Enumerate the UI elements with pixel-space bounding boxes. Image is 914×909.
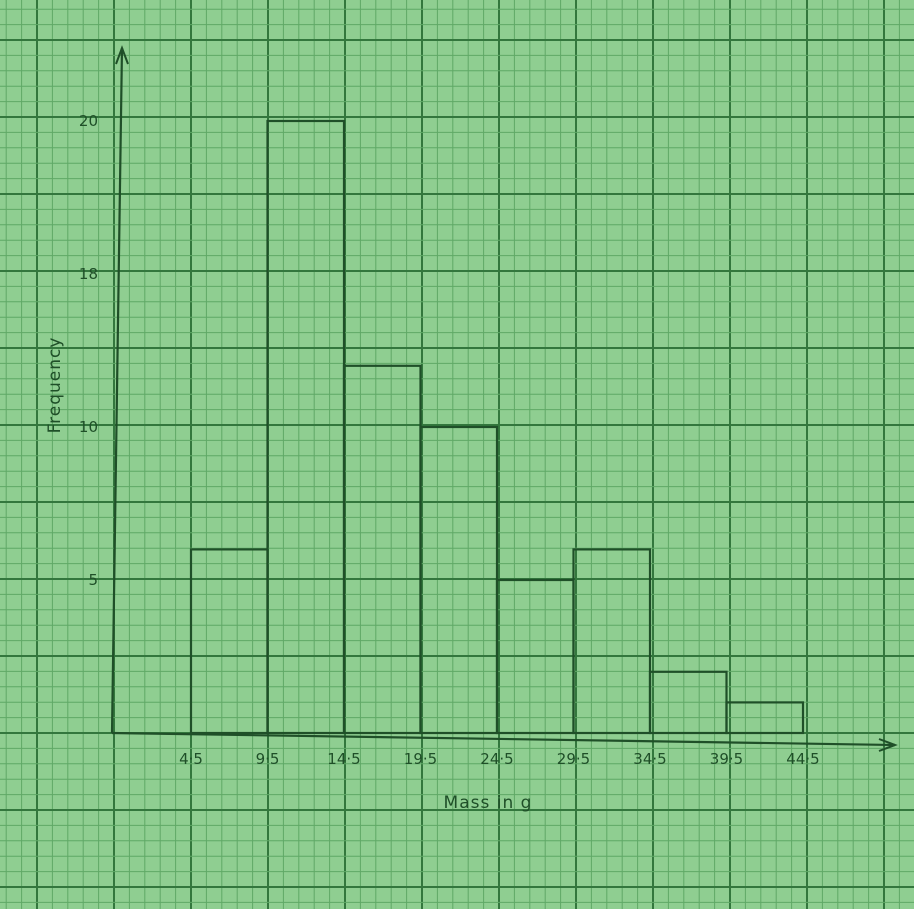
- y-axis-line: [110, 47, 124, 734]
- x-tick-label: 9·5: [256, 750, 280, 768]
- x-tick-label: 14·5: [327, 750, 360, 768]
- x-tick-label: 29·5: [557, 750, 590, 768]
- x-tick-label: 19·5: [404, 750, 437, 768]
- y-axis-label: Frequency: [45, 337, 65, 434]
- y-tick-label: 10: [79, 418, 98, 436]
- y-tick-labels: 5 10 18 20: [79, 112, 98, 589]
- x-tick-label: 39·5: [710, 750, 743, 768]
- x-axis-arrow-icon: [878, 738, 898, 752]
- x-axis-label: Mass in g: [444, 793, 533, 813]
- x-tick-label: 4·5: [179, 750, 203, 768]
- axes: [110, 45, 898, 752]
- y-tick-label: 20: [79, 112, 98, 130]
- x-tick-label: 24·5: [480, 750, 513, 768]
- x-tick-labels: 4·5 9·5 14·5 19·5 24·5 29·5 34·5 39·5 44·5: [179, 750, 820, 768]
- x-tick-label: 34·5: [633, 750, 666, 768]
- y-tick-label: 5: [88, 571, 98, 589]
- y-tick-label: 18: [79, 265, 98, 283]
- histogram-bar: [725, 701, 805, 735]
- x-tick-label: 44·5: [786, 750, 819, 768]
- y-axis-arrow-icon: [115, 45, 129, 65]
- histogram-bar: [572, 548, 652, 735]
- histogram-bars: [189, 119, 805, 735]
- x-axis-line: [111, 731, 896, 747]
